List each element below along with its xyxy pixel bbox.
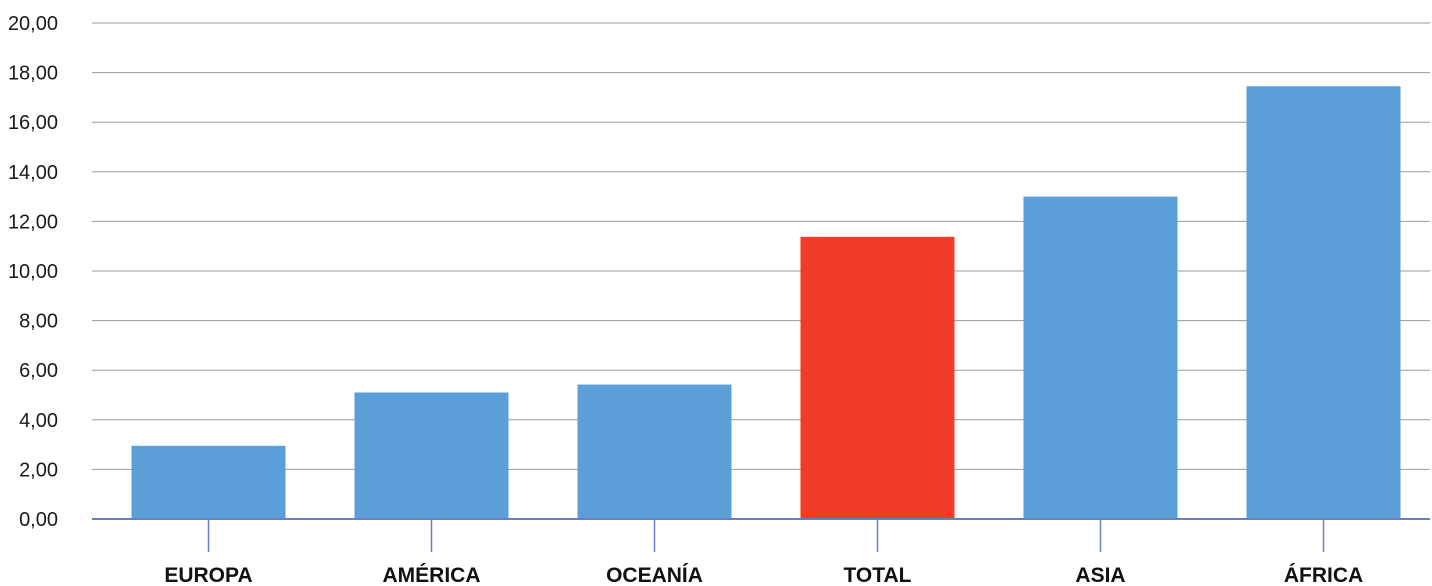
y-tick-label: 16,00 [8, 112, 58, 134]
y-tick-label: 0,00 [19, 509, 58, 531]
y-tick-label: 12,00 [8, 211, 58, 233]
y-axis-tick-labels: 0,00 2,00 4,00 6,00 8,00 10,00 12,00 14,00 16,00… [8, 13, 58, 531]
bar-oceanía [577, 384, 732, 519]
y-tick-label: 14,00 [8, 162, 58, 184]
x-category-label: TOTAL [843, 564, 911, 586]
x-category-label: ÁFRICA [1284, 564, 1363, 586]
y-tick-label: 18,00 [8, 63, 58, 85]
y-tick-label: 20,00 [8, 13, 58, 35]
x-axis-category-labels: EUROPA AMÉRICA OCEANÍA TOTAL ASIA ÁFRICA [164, 564, 1363, 586]
bar-total [800, 236, 955, 519]
bar-europa [131, 445, 286, 519]
x-axis [92, 518, 1430, 552]
gridlines [92, 22, 1430, 470]
y-tick-label: 8,00 [19, 311, 58, 333]
y-tick-label: 10,00 [8, 261, 58, 283]
y-tick-label: 2,00 [19, 459, 58, 481]
bars [131, 86, 1401, 520]
x-category-label: AMÉRICA [383, 564, 481, 586]
bar-américa [354, 392, 509, 519]
x-category-label: EUROPA [164, 564, 252, 586]
x-category-label: ASIA [1075, 564, 1125, 586]
bar-áfrica [1246, 86, 1401, 520]
x-category-label: OCEANÍA [606, 564, 703, 586]
y-tick-label: 6,00 [19, 360, 58, 382]
bar-asia [1023, 196, 1178, 519]
y-tick-label: 4,00 [19, 410, 58, 432]
